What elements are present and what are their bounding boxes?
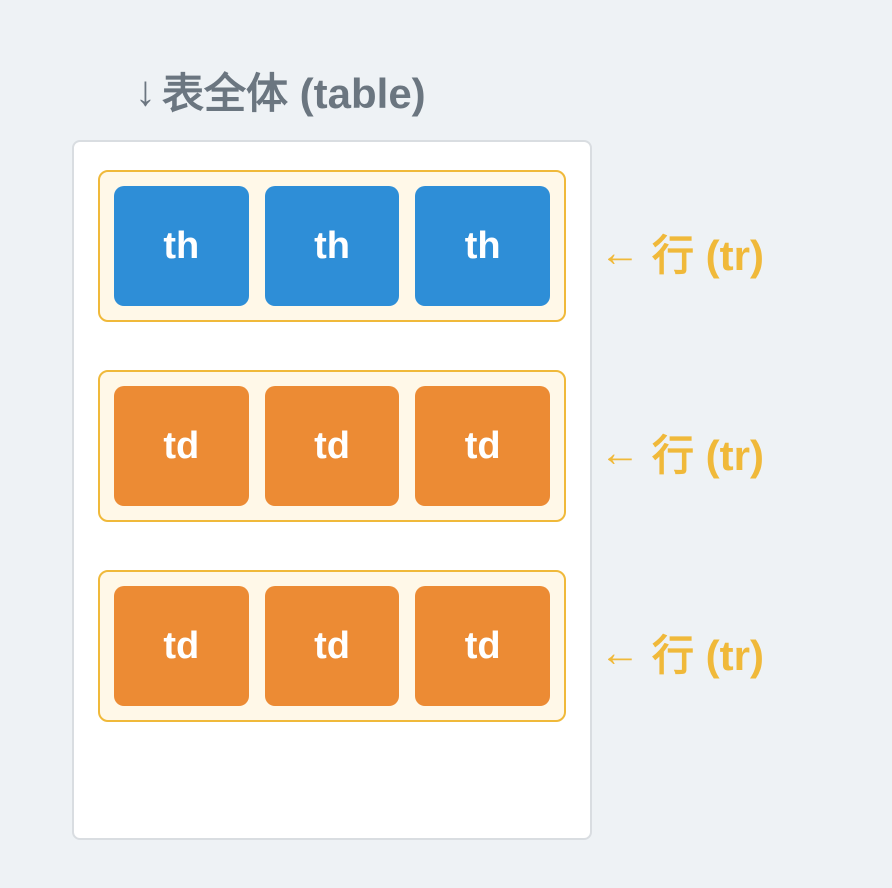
td-cell: td <box>114 386 249 506</box>
row-label: ← 行 (tr) <box>600 622 764 683</box>
down-arrow-icon: ↓ <box>135 70 156 112</box>
left-arrow-icon: ← <box>600 233 640 273</box>
diagram-title: ↓ 表全体 (table) <box>135 60 426 121</box>
table-row: td td td <box>98 570 566 722</box>
td-cell: td <box>415 586 550 706</box>
row-label: ← 行 (tr) <box>600 222 764 283</box>
th-cell: th <box>415 186 550 306</box>
table-row: td td td <box>98 370 566 522</box>
left-arrow-icon: ← <box>600 433 640 473</box>
th-cell: th <box>114 186 249 306</box>
row-label-text: 行 (tr) <box>652 222 764 283</box>
row-label-text: 行 (tr) <box>652 422 764 483</box>
row-label: ← 行 (tr) <box>600 422 764 483</box>
table-row: th th th <box>98 170 566 322</box>
th-cell: th <box>265 186 400 306</box>
table-container: th th th td td td td td td <box>72 140 592 840</box>
left-arrow-icon: ← <box>600 633 640 673</box>
td-cell: td <box>114 586 249 706</box>
title-text: 表全体 (table) <box>162 60 426 121</box>
td-cell: td <box>265 386 400 506</box>
row-label-text: 行 (tr) <box>652 622 764 683</box>
td-cell: td <box>415 386 550 506</box>
td-cell: td <box>265 586 400 706</box>
